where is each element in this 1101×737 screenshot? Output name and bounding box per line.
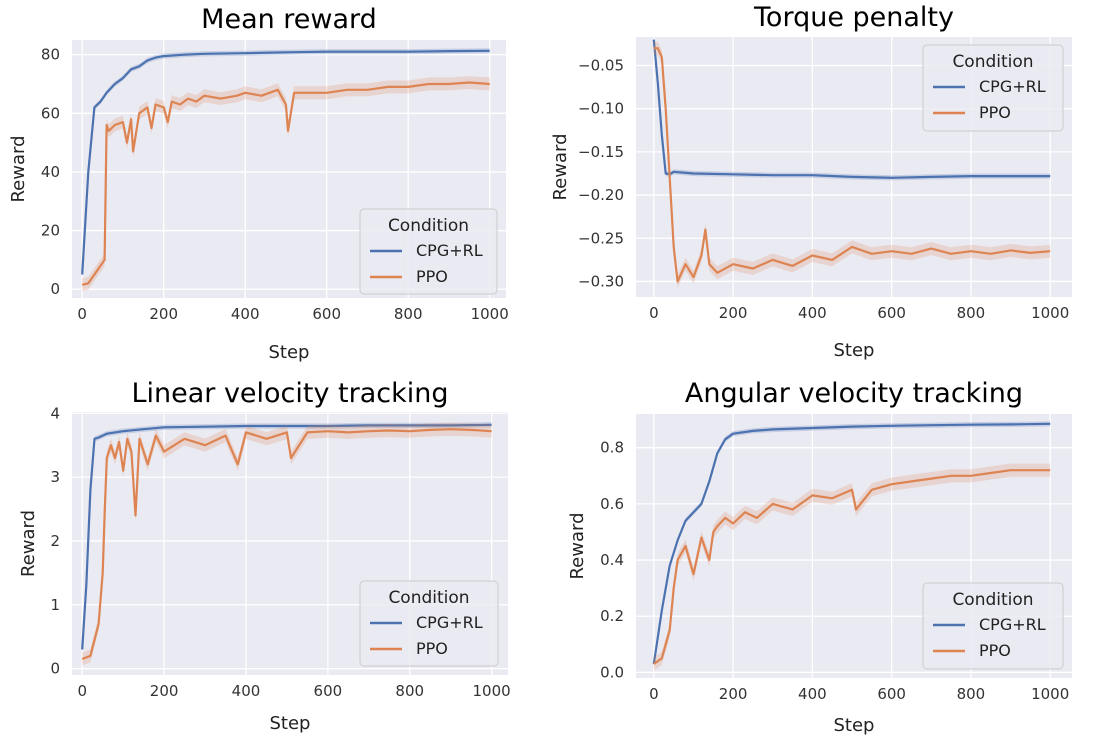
series-line-ppo <box>653 469 1051 665</box>
legend-title: Condition <box>388 216 469 236</box>
y-tick-label: 20 <box>41 222 60 240</box>
x-tick-label: 200 <box>149 305 178 323</box>
chart-panel-3: 0 200 400 600 800 1000 0 1 2 3 4 Linear velocity tr… <box>18 378 511 734</box>
x-tick-label: 400 <box>232 682 261 700</box>
x-tick-label: 1000 <box>471 305 509 323</box>
series-line-ppo <box>81 428 492 661</box>
x-tick-label: 0 <box>77 305 87 323</box>
x-tick-label: 1000 <box>1031 685 1069 703</box>
series-line-cpgrl <box>81 423 492 650</box>
legend-box <box>922 582 1064 670</box>
y-tick-label: 0 <box>50 280 60 298</box>
y-tick-label: −0.25 <box>578 229 624 247</box>
chart-title: Torque penalty <box>753 2 954 33</box>
y-tick-label: −0.15 <box>578 143 624 161</box>
y-tick-label: 0 <box>50 660 60 678</box>
x-tick-label: 0 <box>77 682 87 700</box>
series-line-cpgrl <box>652 422 1051 665</box>
x-axis-label: Step <box>269 342 310 363</box>
x-tick-label: 200 <box>719 304 748 322</box>
x-tick-label: 800 <box>395 682 424 700</box>
chart-title: Mean reward <box>201 4 377 35</box>
x-tick-label: 800 <box>957 304 986 322</box>
x-tick-label: 600 <box>877 685 906 703</box>
y-tick-label: −0.10 <box>578 100 624 118</box>
chart-panel-4: 0 200 400 600 800 1000 0.0 0.2 0.4 0.6 0.8 Angular … <box>567 378 1072 736</box>
x-tick-label: 200 <box>150 682 179 700</box>
x-tick-label: 600 <box>312 305 341 323</box>
y-tick-label: 4 <box>50 404 60 422</box>
x-tick-label: 400 <box>231 305 260 323</box>
legend-entry: CPG+RL <box>979 615 1046 634</box>
legend-entry: PPO <box>416 639 448 658</box>
legend-box <box>359 208 498 295</box>
x-tick-label: 1000 <box>1031 304 1069 322</box>
y-tick-label: 0.6 <box>600 495 624 513</box>
chart-title: Angular velocity tracking <box>685 378 1023 409</box>
legend-box <box>359 580 499 667</box>
legend-entry: CPG+RL <box>979 77 1046 96</box>
x-axis-label: Step <box>270 713 311 734</box>
x-axis-label: Step <box>834 340 875 361</box>
y-tick-label: 0.8 <box>600 439 624 457</box>
y-axis-label: Reward <box>18 510 39 577</box>
series-line-ppo <box>653 47 1051 283</box>
x-tick-label: 800 <box>957 685 986 703</box>
legend: Condition CPG+RL PPO <box>922 44 1064 132</box>
x-tick-label: 400 <box>798 304 827 322</box>
x-tick-label: 800 <box>394 305 423 323</box>
series-line-cpgrl <box>652 39 1051 179</box>
x-tick-label: 1000 <box>473 682 511 700</box>
y-tick-label: 0.0 <box>600 663 624 681</box>
x-tick-label: 600 <box>877 304 906 322</box>
y-tick-label: 1 <box>50 596 60 614</box>
series-line-ppo <box>81 81 490 286</box>
legend: Condition CPG+RL PPO <box>359 580 499 667</box>
y-tick-label: 0.4 <box>600 551 624 569</box>
y-tick-label: −0.20 <box>578 186 624 204</box>
legend-title: Condition <box>952 52 1033 72</box>
y-axis-label: Reward <box>550 133 571 200</box>
y-tick-label: 60 <box>41 104 60 122</box>
legend-title: Condition <box>952 590 1033 610</box>
y-tick-label: 2 <box>50 532 60 550</box>
x-tick-label: 600 <box>314 682 343 700</box>
y-tick-label: −0.05 <box>578 57 624 75</box>
legend-entry: PPO <box>979 641 1011 660</box>
series-line-cpgrl <box>81 49 490 275</box>
y-axis-label: Reward <box>567 512 588 579</box>
x-tick-label: 400 <box>798 685 827 703</box>
y-tick-label: 80 <box>41 46 60 64</box>
x-tick-label: 0 <box>649 685 659 703</box>
legend-entry: PPO <box>416 267 448 286</box>
chart-panel-2: 0 200 400 600 800 1000 −0.30 −0.25 −0.20 −0.15 −0.… <box>550 2 1072 361</box>
y-tick-label: 3 <box>50 468 60 486</box>
legend-entry: CPG+RL <box>416 241 483 260</box>
legend: Condition CPG+RL PPO <box>359 208 498 295</box>
y-tick-label: 0.2 <box>600 607 624 625</box>
x-tick-label: 200 <box>719 685 748 703</box>
legend-entry: PPO <box>979 103 1011 122</box>
y-tick-label: 40 <box>41 163 60 181</box>
x-tick-label: 0 <box>649 304 659 322</box>
legend-entry: CPG+RL <box>416 613 483 632</box>
legend-title: Condition <box>388 588 469 608</box>
y-tick-label: −0.30 <box>578 272 624 290</box>
chart-panel-1: 0 200 400 600 800 1000 0 20 40 60 80 Mean reward Ste… <box>8 4 509 363</box>
chart-title: Linear velocity tracking <box>131 378 448 409</box>
legend-box <box>922 44 1064 132</box>
legend: Condition CPG+RL PPO <box>922 582 1064 670</box>
x-axis-label: Step <box>834 715 875 736</box>
y-axis-label: Reward <box>8 135 29 202</box>
